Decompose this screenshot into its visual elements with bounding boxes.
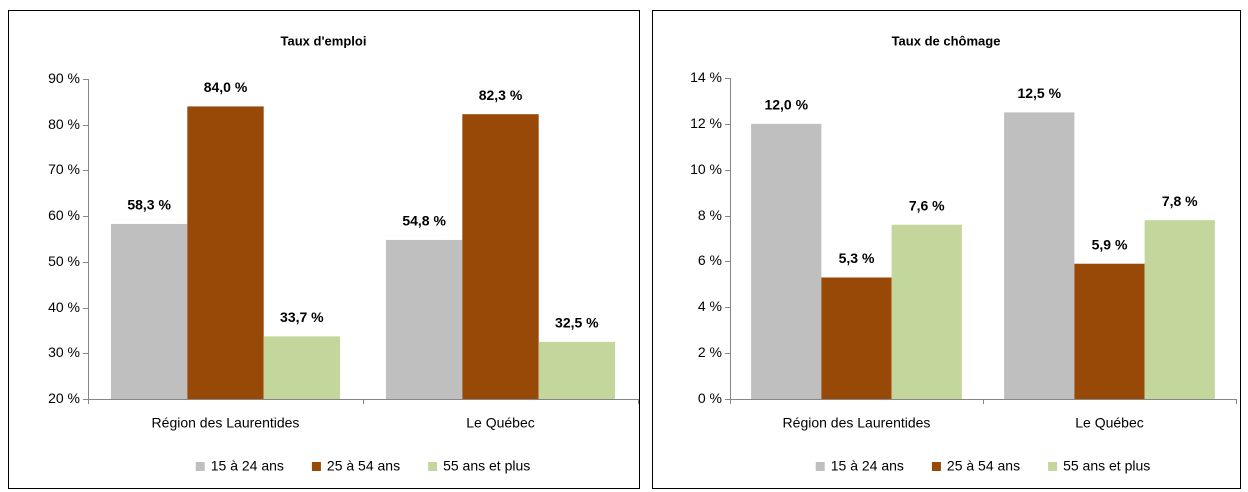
chart-title: Taux d'emploi <box>281 33 367 48</box>
legend-label: 25 à 54 ans <box>947 458 1020 474</box>
y-tick-label: 70 % <box>48 161 80 177</box>
y-tick-label: 60 % <box>48 207 80 223</box>
data-label: 54,8 % <box>402 213 446 229</box>
x-tick-label: Région des Laurentides <box>783 415 931 431</box>
data-label: 7,6 % <box>909 197 945 213</box>
legend-swatch <box>311 462 321 471</box>
y-tick-label: 30 % <box>48 344 80 360</box>
y-tick-label: 8 % <box>698 207 722 223</box>
data-label: 5,3 % <box>839 250 875 266</box>
y-tick-label: 50 % <box>48 253 80 269</box>
legend-label: 55 ans et plus <box>443 458 530 474</box>
data-label: 58,3 % <box>127 197 171 213</box>
chart-frame <box>8 10 640 489</box>
legend-label: 15 à 24 ans <box>831 458 904 474</box>
legend-swatch <box>195 462 205 471</box>
y-tick-label: 20 % <box>48 390 80 406</box>
y-tick-label: 40 % <box>48 299 80 315</box>
bar <box>1144 220 1215 399</box>
bar <box>187 106 264 399</box>
x-tick-label: Le Québec <box>466 415 535 431</box>
bar <box>538 341 616 399</box>
y-tick-label: 0 % <box>698 390 722 406</box>
legend-swatch <box>815 462 825 471</box>
legend-label: 55 ans et plus <box>1063 458 1150 474</box>
data-label: 82,3 % <box>479 87 523 103</box>
data-label: 84,0 % <box>204 79 248 95</box>
y-tick-label: 4 % <box>698 298 722 314</box>
bar <box>751 123 822 399</box>
data-label: 12,0 % <box>764 97 808 113</box>
chart-title: Taux de chômage <box>892 33 1001 48</box>
legend-label: 15 à 24 ans <box>211 458 284 474</box>
y-tick-label: 80 % <box>48 116 80 132</box>
y-tick-label: 14 % <box>690 69 722 85</box>
y-tick-label: 10 % <box>690 161 722 177</box>
legend-swatch <box>1048 462 1058 471</box>
bar <box>263 336 341 399</box>
x-tick-label: Le Québec <box>1075 415 1144 431</box>
x-tick-label: Région des Laurentides <box>152 415 300 431</box>
y-tick-label: 6 % <box>698 252 722 268</box>
y-tick-label: 12 % <box>690 115 722 131</box>
bar <box>462 114 539 399</box>
data-label: 7,8 % <box>1162 193 1198 209</box>
data-label: 12,5 % <box>1017 85 1061 101</box>
bar <box>821 277 892 399</box>
bar <box>1004 112 1075 400</box>
data-label: 32,5 % <box>555 315 599 331</box>
legend-label: 25 à 54 ans <box>327 458 400 474</box>
bar <box>891 224 962 399</box>
bar <box>1074 263 1145 399</box>
data-label: 5,9 % <box>1092 236 1128 252</box>
bar <box>385 239 463 399</box>
legend-swatch <box>931 462 941 471</box>
bar <box>110 223 188 399</box>
data-label: 33,7 % <box>280 309 324 325</box>
y-tick-label: 2 % <box>698 344 722 360</box>
legend-swatch <box>428 462 438 471</box>
y-tick-label: 90 % <box>48 70 80 86</box>
